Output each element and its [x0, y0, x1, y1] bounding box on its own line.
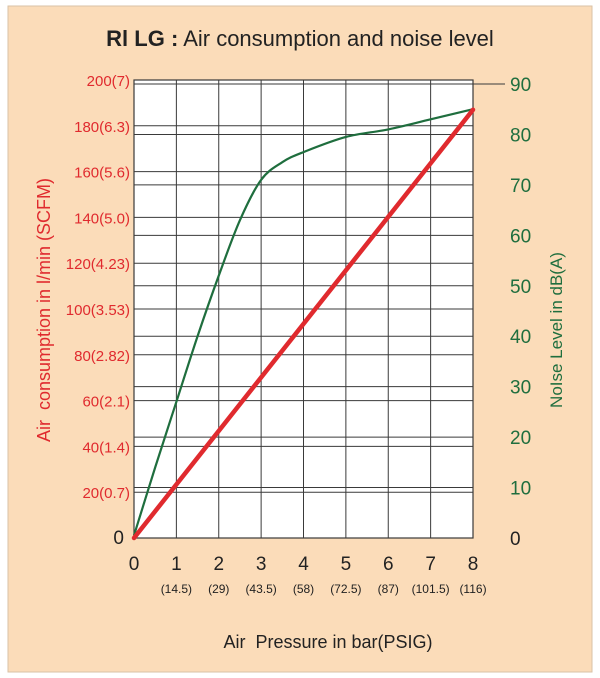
right-tick-label: 30 — [510, 378, 531, 399]
x-tick-label: 2 — [213, 554, 224, 575]
right-tick-label: 40 — [510, 327, 531, 348]
air-consumption-line — [131, 107, 476, 541]
title-rest: Air consumption and noise level — [183, 26, 494, 51]
x-tick-label: 1 — [171, 554, 182, 575]
right-tick-label: 60 — [510, 226, 531, 247]
x-subtick-label: (58) — [293, 582, 314, 596]
left-tick-label: 20(0.7) — [82, 485, 130, 502]
left-tick-label: 0 — [113, 528, 124, 549]
right-tick-label: 10 — [510, 479, 531, 500]
right-tick-label: 20 — [510, 428, 531, 449]
x-tick-label: 4 — [298, 554, 309, 575]
x-subtick-label: (14.5) — [161, 582, 192, 596]
left-tick-label: 40(1.4) — [82, 439, 130, 456]
left-tick-label: 60(2.1) — [82, 394, 130, 411]
chart-title: Rl LG : Air consumption and noise level — [106, 26, 494, 51]
grid — [133, 79, 505, 539]
left-tick-label: 180(6.3) — [74, 119, 130, 136]
right-tick-label: 80 — [510, 125, 531, 146]
right-tick-label: 50 — [510, 277, 531, 298]
x-subtick-label: (29) — [208, 582, 229, 596]
left-axis-label: Air consumption in l/min (SCFM) — [34, 178, 54, 442]
right-axis-label: NoIse Level in dB(A) — [547, 252, 566, 408]
x-subtick-label: (87) — [378, 582, 399, 596]
left-tick-label: 100(3.53) — [66, 302, 130, 319]
x-subtick-label: (43.5) — [245, 582, 276, 596]
series-group — [131, 107, 476, 541]
x-subtick-label: (72.5) — [330, 582, 361, 596]
x-subtick-label: (101.5) — [412, 582, 450, 596]
noise-level-line — [132, 108, 474, 536]
x-tick-label: 7 — [425, 554, 436, 575]
x-tick-label: 8 — [468, 554, 479, 575]
left-tick-label: 80(2.82) — [74, 348, 130, 365]
left-tick-label: 140(5.0) — [74, 210, 130, 227]
left-tick-label: 120(4.23) — [66, 256, 130, 273]
x-tick-label: 0 — [129, 554, 140, 575]
right-tick-label: 90 — [510, 75, 531, 96]
left-tick-label: 160(5.6) — [74, 165, 130, 182]
x-axis-label: Air Pressure in bar(PSIG) — [223, 632, 432, 652]
x-tick-label: 6 — [383, 554, 394, 575]
plot-border — [133, 79, 474, 539]
right-tick-label: 70 — [510, 176, 531, 197]
x-tick-label: 5 — [341, 554, 352, 575]
x-tick-label: 3 — [256, 554, 267, 575]
x-subtick-label: (116) — [459, 582, 486, 596]
left-tick-label: 200(7) — [87, 73, 130, 90]
ticks: 0 1 (14.5) 2 (29) 3 (43.5) 4 (58) 5 (72.5) 6 (87) 7 (1… — [66, 73, 531, 596]
right-tick-label: 0 — [510, 529, 521, 550]
title-bold: Rl LG : — [106, 26, 178, 51]
